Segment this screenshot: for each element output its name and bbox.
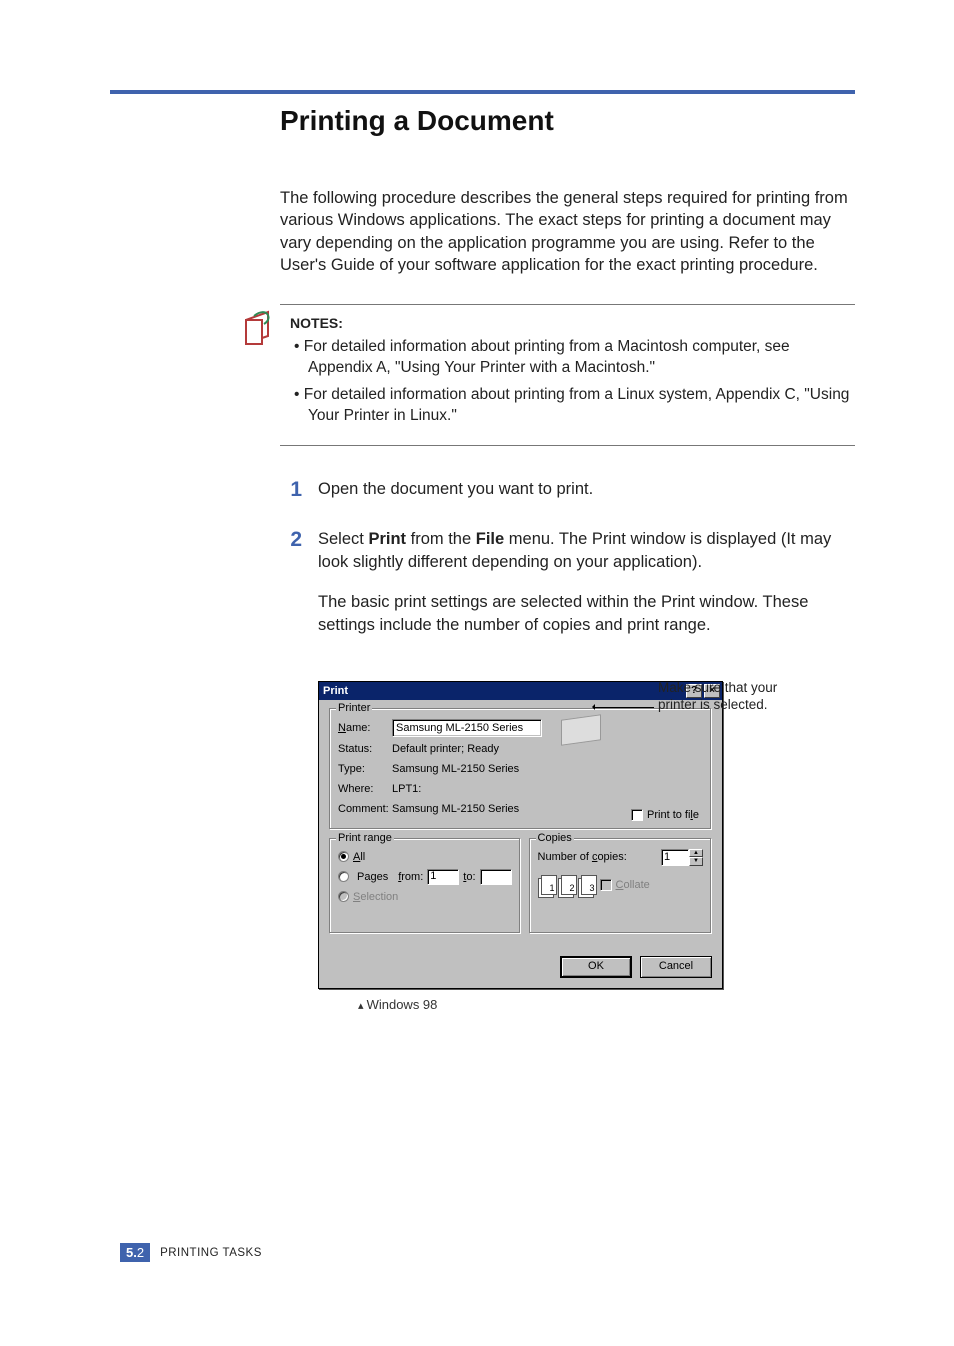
callout-text: Make sure that your printer is selected. (658, 679, 808, 714)
type-label: Type: (338, 763, 392, 775)
status-label: Status: (338, 743, 392, 755)
range-pages-radio[interactable]: Pages from: 1 to: (338, 869, 512, 885)
footer-section: PRINTING TASKS (160, 1247, 262, 1259)
collate-illustration: 11 22 33 (538, 878, 594, 898)
intro-paragraph: The following procedure describes the ge… (280, 187, 855, 276)
cancel-button[interactable]: Cancel (640, 956, 712, 978)
step-text: Select Print from the File menu. The Pri… (318, 528, 855, 574)
copies-spinner[interactable]: 1 (661, 849, 689, 866)
page-title: Printing a Document (280, 105, 855, 137)
print-dialog: Print ? × Printer Name: Samsung ML-2150 … (318, 681, 723, 989)
radio-icon (338, 851, 349, 862)
callout-arrow (594, 707, 654, 708)
printer-group: Printer Name: Samsung ML-2150 Series Sta… (329, 708, 712, 830)
printer-icon (561, 714, 601, 746)
radio-icon (338, 871, 349, 882)
dialog-title: Print (323, 685, 684, 697)
notes-item: For detailed information about printing … (294, 385, 855, 427)
top-accent-rule (110, 90, 855, 94)
notes-item: For detailed information about printing … (294, 337, 855, 379)
where-value: LPT1: (392, 783, 421, 795)
checkbox-icon (631, 809, 643, 821)
copies-group: Copies Number of copies: 1 ▲▼ 11 22 (529, 838, 712, 934)
step-number: 1 (280, 478, 302, 502)
type-value: Samsung ML-2150 Series (392, 763, 519, 775)
radio-icon (338, 891, 349, 902)
step-2: 2 Select Print from the File menu. The P… (280, 528, 855, 655)
step-number: 2 (280, 528, 302, 655)
status-value: Default printer; Ready (392, 743, 499, 755)
step-body: Open the document you want to print. (318, 478, 593, 502)
step-1: 1 Open the document you want to print. (280, 478, 855, 502)
note-icon (244, 310, 274, 353)
figure-caption: Windows 98 (358, 997, 855, 1012)
notes-heading: NOTES: (290, 315, 855, 331)
print-to-file-checkbox[interactable]: Print to file (631, 809, 699, 821)
copies-label: Number of copies: (538, 851, 627, 863)
notes-block: NOTES: For detailed information about pr… (280, 311, 855, 439)
print-range-group: Print range All Pages from: 1 to: (329, 838, 521, 934)
group-title: Printer (336, 702, 372, 714)
notes-divider-bottom (280, 445, 855, 446)
page-number-badge: 5.2 (120, 1243, 150, 1262)
range-selection-radio: Selection (338, 889, 512, 905)
checkbox-icon (600, 879, 612, 891)
printer-name-combo[interactable]: Samsung ML-2150 Series (392, 719, 542, 737)
group-title: Print range (336, 832, 394, 844)
ok-button[interactable]: OK (560, 956, 632, 978)
spinner-buttons[interactable]: ▲▼ (689, 849, 703, 866)
group-title: Copies (536, 832, 574, 844)
range-from-input[interactable]: 1 (427, 869, 459, 885)
page-footer: 5.2 PRINTING TASKS (120, 1243, 262, 1262)
range-to-input[interactable] (480, 869, 512, 885)
notes-divider-top (280, 304, 855, 305)
where-label: Where: (338, 783, 392, 795)
collate-checkbox: Collate (600, 879, 650, 891)
name-label: Name: (338, 722, 392, 734)
comment-label: Comment: (338, 803, 392, 815)
range-all-radio[interactable]: All (338, 849, 512, 865)
step-text: The basic print settings are selected wi… (318, 591, 855, 637)
comment-value: Samsung ML-2150 Series (392, 803, 519, 815)
